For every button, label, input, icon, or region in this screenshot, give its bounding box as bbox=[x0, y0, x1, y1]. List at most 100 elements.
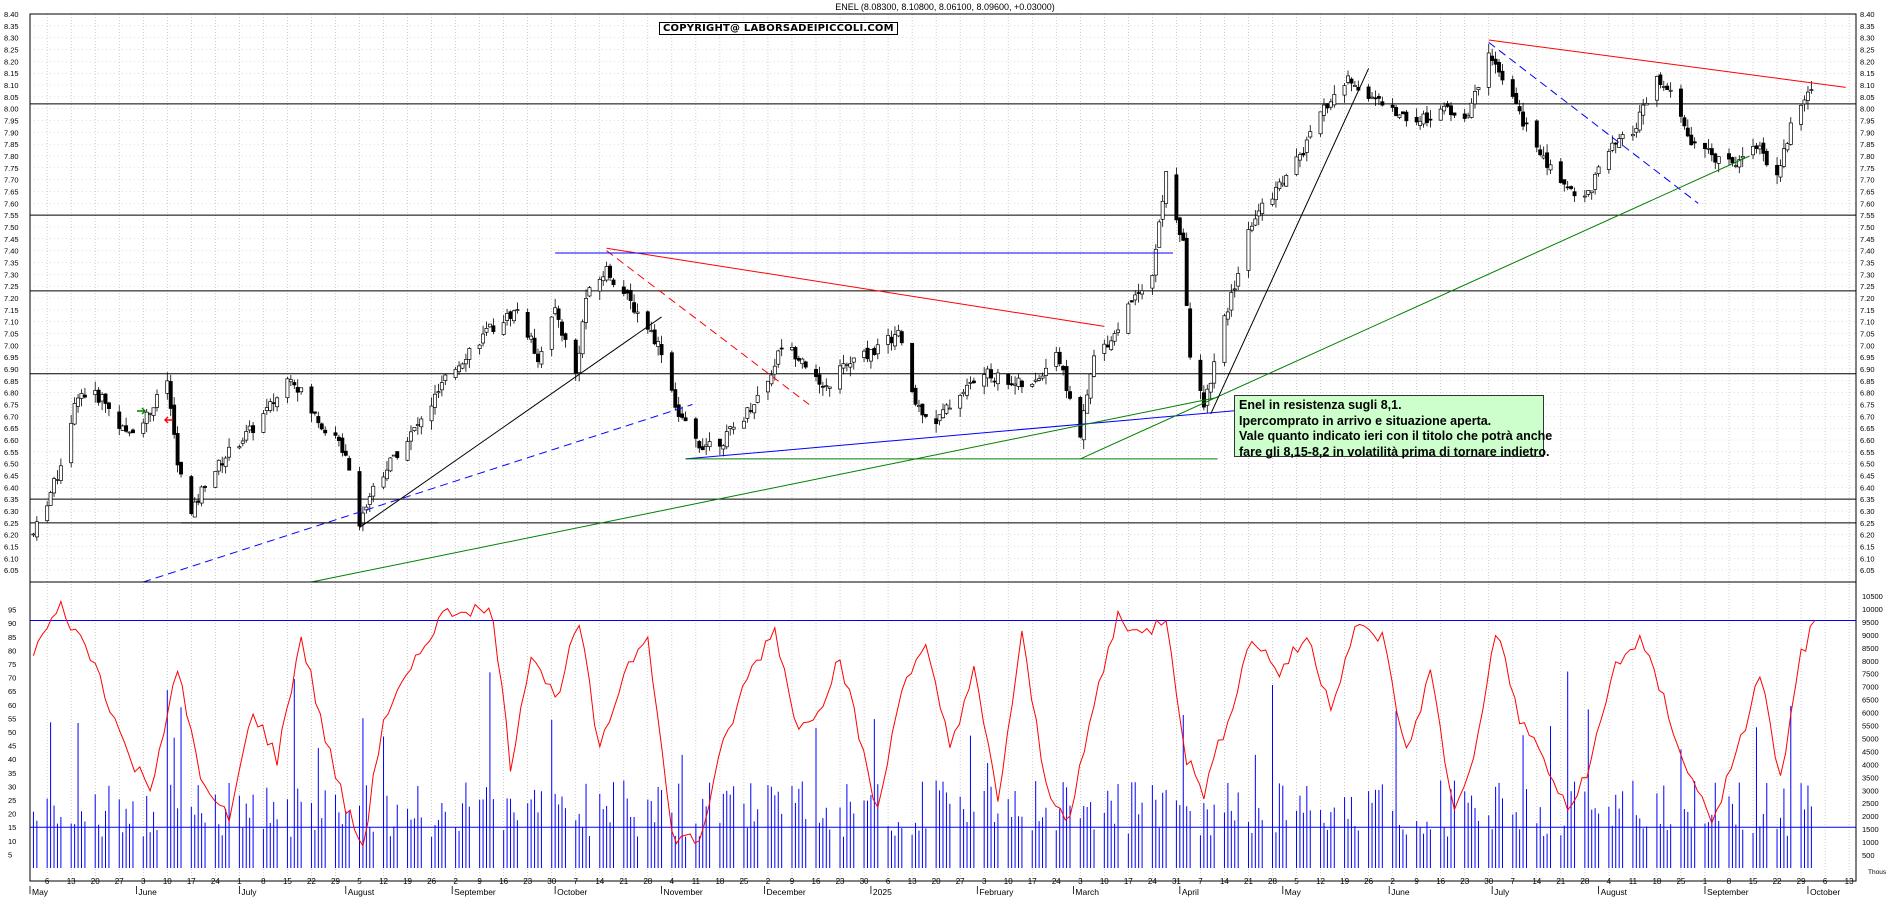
candle-body bbox=[1665, 85, 1670, 90]
candle-body bbox=[48, 492, 53, 506]
candle-body bbox=[106, 402, 111, 409]
candle-body bbox=[1521, 111, 1526, 127]
y-tick-left: 8.00 bbox=[4, 105, 19, 114]
candle-body bbox=[436, 391, 441, 394]
candle-body bbox=[515, 309, 520, 312]
y-tick-left: 7.65 bbox=[4, 188, 19, 197]
y-tick-left: 8.40 bbox=[4, 10, 19, 19]
candle-body bbox=[155, 394, 159, 408]
x-month-label: December bbox=[767, 887, 806, 897]
candle-body bbox=[144, 411, 149, 424]
y-tick-left: 6.40 bbox=[4, 483, 19, 492]
volume-tick-right: 8500 bbox=[1862, 644, 1879, 653]
candle-body bbox=[120, 425, 125, 431]
candle-body bbox=[1781, 148, 1786, 167]
candle-body bbox=[275, 397, 280, 408]
x-day-label: 10 bbox=[163, 877, 172, 886]
y-tick-right: 6.90 bbox=[1860, 365, 1875, 374]
candle-body bbox=[165, 380, 170, 394]
candle-body bbox=[1366, 86, 1371, 99]
trendline-green bbox=[1080, 155, 1750, 460]
y-tick-left: 6.55 bbox=[4, 448, 19, 457]
osc-tick-left: 50 bbox=[8, 728, 16, 737]
candle-body bbox=[1181, 232, 1186, 241]
candle-body bbox=[1044, 367, 1048, 376]
y-tick-left: 7.90 bbox=[4, 128, 19, 137]
x-day-label: 26 bbox=[427, 877, 436, 886]
x-day-label: 6 bbox=[886, 877, 891, 886]
volume-tick-right: 5500 bbox=[1862, 722, 1879, 731]
candle-body bbox=[1775, 164, 1780, 176]
y-tick-right: 6.95 bbox=[1860, 353, 1875, 362]
y-tick-right: 6.75 bbox=[1860, 401, 1875, 410]
x-day-label: 15 bbox=[1749, 877, 1758, 886]
x-day-label: 23 bbox=[836, 877, 845, 886]
candle-body bbox=[1068, 391, 1072, 399]
candle-body bbox=[1730, 157, 1735, 164]
candle-body bbox=[323, 429, 328, 434]
candle-body bbox=[724, 431, 729, 448]
candle-body bbox=[1109, 340, 1114, 350]
y-tick-right: 6.20 bbox=[1860, 531, 1875, 540]
candle-body bbox=[1064, 366, 1069, 392]
x-day-label: 20 bbox=[91, 877, 100, 886]
candle-body bbox=[1390, 104, 1395, 108]
candle-body bbox=[1236, 273, 1241, 287]
candle-body bbox=[1229, 292, 1234, 311]
y-tick-left: 6.45 bbox=[4, 472, 19, 481]
x-day-label: 28 bbox=[1580, 877, 1589, 886]
candle-body bbox=[247, 425, 252, 431]
candle-body bbox=[1136, 292, 1141, 294]
y-tick-right: 7.45 bbox=[1860, 235, 1875, 244]
y-tick-left: 7.15 bbox=[4, 306, 19, 315]
x-day-label: 13 bbox=[1845, 877, 1854, 886]
y-tick-right: 7.10 bbox=[1860, 318, 1875, 327]
candle-body bbox=[127, 431, 132, 434]
candle-body bbox=[1545, 152, 1550, 168]
candle-body bbox=[244, 431, 249, 441]
candle-body bbox=[220, 463, 225, 466]
osc-tick-left: 75 bbox=[8, 660, 16, 669]
candle-body bbox=[1689, 134, 1694, 146]
candle-body bbox=[240, 440, 245, 444]
y-tick-right: 6.70 bbox=[1860, 412, 1875, 421]
candle-body bbox=[525, 312, 530, 338]
y-tick-left: 7.05 bbox=[4, 330, 19, 339]
candle-body bbox=[1524, 122, 1529, 125]
candle-body bbox=[1009, 383, 1014, 386]
x-day-label: 10 bbox=[1004, 877, 1013, 886]
annotation-line: Ipercomprato in arrivo e situazione aper… bbox=[1239, 413, 1492, 428]
candle-body bbox=[910, 342, 915, 392]
y-tick-left: 7.80 bbox=[4, 152, 19, 161]
annotation-line: Vale quanto indicato ieri con il titolo … bbox=[1239, 429, 1553, 443]
osc-tick-left: 90 bbox=[8, 619, 16, 628]
candle-body bbox=[1304, 139, 1309, 153]
candle-body bbox=[604, 266, 609, 281]
x-month-label: March bbox=[1075, 887, 1099, 897]
candle-body bbox=[1428, 118, 1433, 121]
y-tick-left: 6.50 bbox=[4, 460, 19, 469]
x-day-label: 14 bbox=[595, 877, 604, 886]
y-tick-left: 6.70 bbox=[4, 412, 19, 421]
y-tick-right: 6.60 bbox=[1860, 436, 1875, 445]
volume-tick-right: 4500 bbox=[1862, 747, 1879, 756]
candle-body bbox=[982, 374, 987, 387]
candle-body bbox=[1476, 87, 1481, 90]
x-day-label: 19 bbox=[1340, 877, 1349, 886]
candle-body bbox=[971, 380, 976, 384]
x-day-label: 30 bbox=[1484, 877, 1493, 886]
y-tick-right: 7.90 bbox=[1860, 128, 1875, 137]
x-day-label: 10 bbox=[1100, 877, 1109, 886]
x-day-label: 20 bbox=[932, 877, 941, 886]
candle-body bbox=[1373, 97, 1378, 100]
grid-layer bbox=[30, 13, 1856, 881]
candle-body bbox=[1692, 141, 1697, 144]
candle-body bbox=[1260, 202, 1265, 214]
x-day-label: 18 bbox=[715, 877, 724, 886]
candle-body bbox=[621, 286, 626, 294]
candle-body bbox=[899, 331, 904, 344]
x-month-label: October bbox=[557, 887, 587, 897]
candle-body bbox=[1013, 383, 1018, 386]
candle-body bbox=[841, 363, 846, 369]
